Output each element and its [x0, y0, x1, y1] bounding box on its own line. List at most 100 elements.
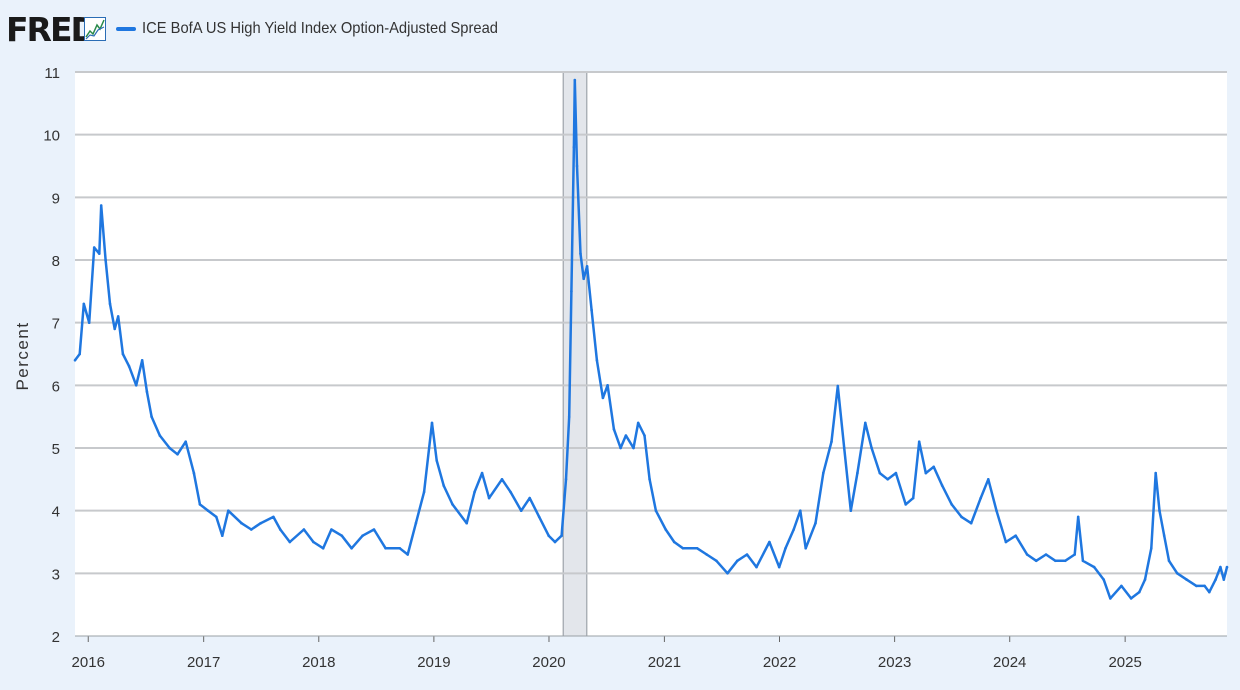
data-point	[442, 484, 446, 487]
data-point	[1092, 565, 1096, 569]
chart-header: FRED ICE BofA US High Yield Index Option…	[0, 0, 1240, 58]
data-point	[1219, 565, 1222, 569]
data-point	[250, 528, 253, 531]
data-point	[1143, 578, 1147, 581]
data-point	[736, 559, 739, 563]
data-point	[1044, 553, 1048, 556]
data-point	[1063, 559, 1067, 563]
data-point	[987, 478, 990, 481]
data-point	[995, 509, 998, 512]
data-point	[451, 503, 454, 506]
data-point	[519, 509, 523, 512]
data-point	[932, 465, 935, 469]
data-point	[547, 534, 550, 537]
data-point	[894, 471, 898, 475]
data-point	[259, 521, 263, 525]
data-point	[240, 521, 243, 525]
data-point	[567, 415, 571, 419]
x-tick-label: 2022	[763, 654, 796, 671]
x-tick-label: 2025	[1108, 654, 1141, 671]
data-point	[1208, 590, 1211, 594]
x-tick-label: 2017	[187, 654, 220, 671]
data-point	[1195, 584, 1198, 588]
y-tick-labels: 2 3 4 5 6 7 8 9 10 11	[43, 65, 60, 646]
data-point	[99, 204, 103, 207]
data-point	[350, 547, 353, 550]
data-point	[917, 440, 921, 444]
data-point	[886, 478, 889, 481]
recession-band	[562, 71, 588, 637]
data-point	[430, 421, 434, 425]
data-point	[1034, 559, 1038, 563]
data-point	[836, 384, 840, 388]
y-tick-label: 7	[52, 316, 60, 333]
data-point	[870, 446, 873, 450]
data-point	[570, 290, 573, 293]
data-point	[681, 547, 685, 550]
data-point	[1162, 534, 1166, 537]
series-line	[73, 78, 1229, 600]
data-point	[672, 540, 676, 544]
data-point	[564, 478, 568, 481]
data-point	[82, 302, 86, 306]
y-tick-label: 5	[52, 441, 60, 458]
data-point	[960, 515, 963, 519]
chart-legend[interactable]: ICE BofA US High Yield Index Option-Adju…	[116, 17, 529, 41]
line-chart-icon	[84, 17, 106, 41]
data-point	[878, 471, 882, 475]
data-point	[121, 352, 125, 356]
fred-logo[interactable]: FRED	[6, 10, 98, 49]
data-point	[595, 359, 599, 362]
data-point	[619, 446, 622, 450]
data-point	[134, 384, 138, 387]
x-tick-label: 2018	[302, 654, 335, 671]
data-point	[1073, 553, 1076, 556]
data-point	[1158, 509, 1161, 512]
recession-shading	[562, 71, 588, 637]
legend-series-name: ICE BofA US High Yield Index Option-Adju…	[142, 20, 498, 37]
data-point	[1129, 597, 1133, 600]
y-axis-label: Percent	[13, 321, 32, 390]
data-point	[1120, 584, 1123, 588]
data-point	[601, 396, 605, 400]
data-point	[176, 453, 179, 456]
data-point	[127, 365, 131, 368]
data-point	[648, 478, 651, 481]
data-point	[1214, 578, 1217, 581]
y-tick-label: 2	[52, 629, 60, 646]
data-point	[755, 565, 758, 569]
data-point	[911, 496, 915, 500]
data-point	[572, 145, 576, 149]
data-point	[198, 503, 202, 506]
data-point	[1109, 597, 1112, 600]
data-point	[1185, 578, 1188, 581]
data-point	[777, 565, 781, 569]
data-point	[487, 496, 491, 500]
data-point	[406, 553, 410, 556]
x-tick-label: 2024	[993, 654, 1026, 671]
data-point	[321, 547, 325, 550]
data-point	[705, 553, 708, 556]
data-point	[1225, 565, 1229, 569]
data-point	[312, 540, 315, 544]
data-point	[87, 321, 91, 325]
data-point	[113, 327, 116, 331]
data-point	[221, 534, 224, 537]
data-point	[158, 434, 162, 437]
data-point	[575, 164, 579, 168]
data-point	[1076, 515, 1080, 519]
data-point	[585, 265, 589, 268]
y-tick-label: 9	[52, 190, 60, 207]
plot-area	[75, 72, 1227, 636]
data-point	[1222, 578, 1226, 581]
data-point	[1175, 572, 1179, 575]
data-point	[606, 384, 609, 387]
y-tick-label: 3	[52, 566, 60, 583]
data-point	[215, 515, 218, 519]
data-point	[1203, 584, 1206, 588]
data-point	[830, 440, 833, 444]
data-point	[1004, 540, 1008, 544]
data-point	[799, 509, 802, 512]
data-point	[302, 528, 306, 531]
